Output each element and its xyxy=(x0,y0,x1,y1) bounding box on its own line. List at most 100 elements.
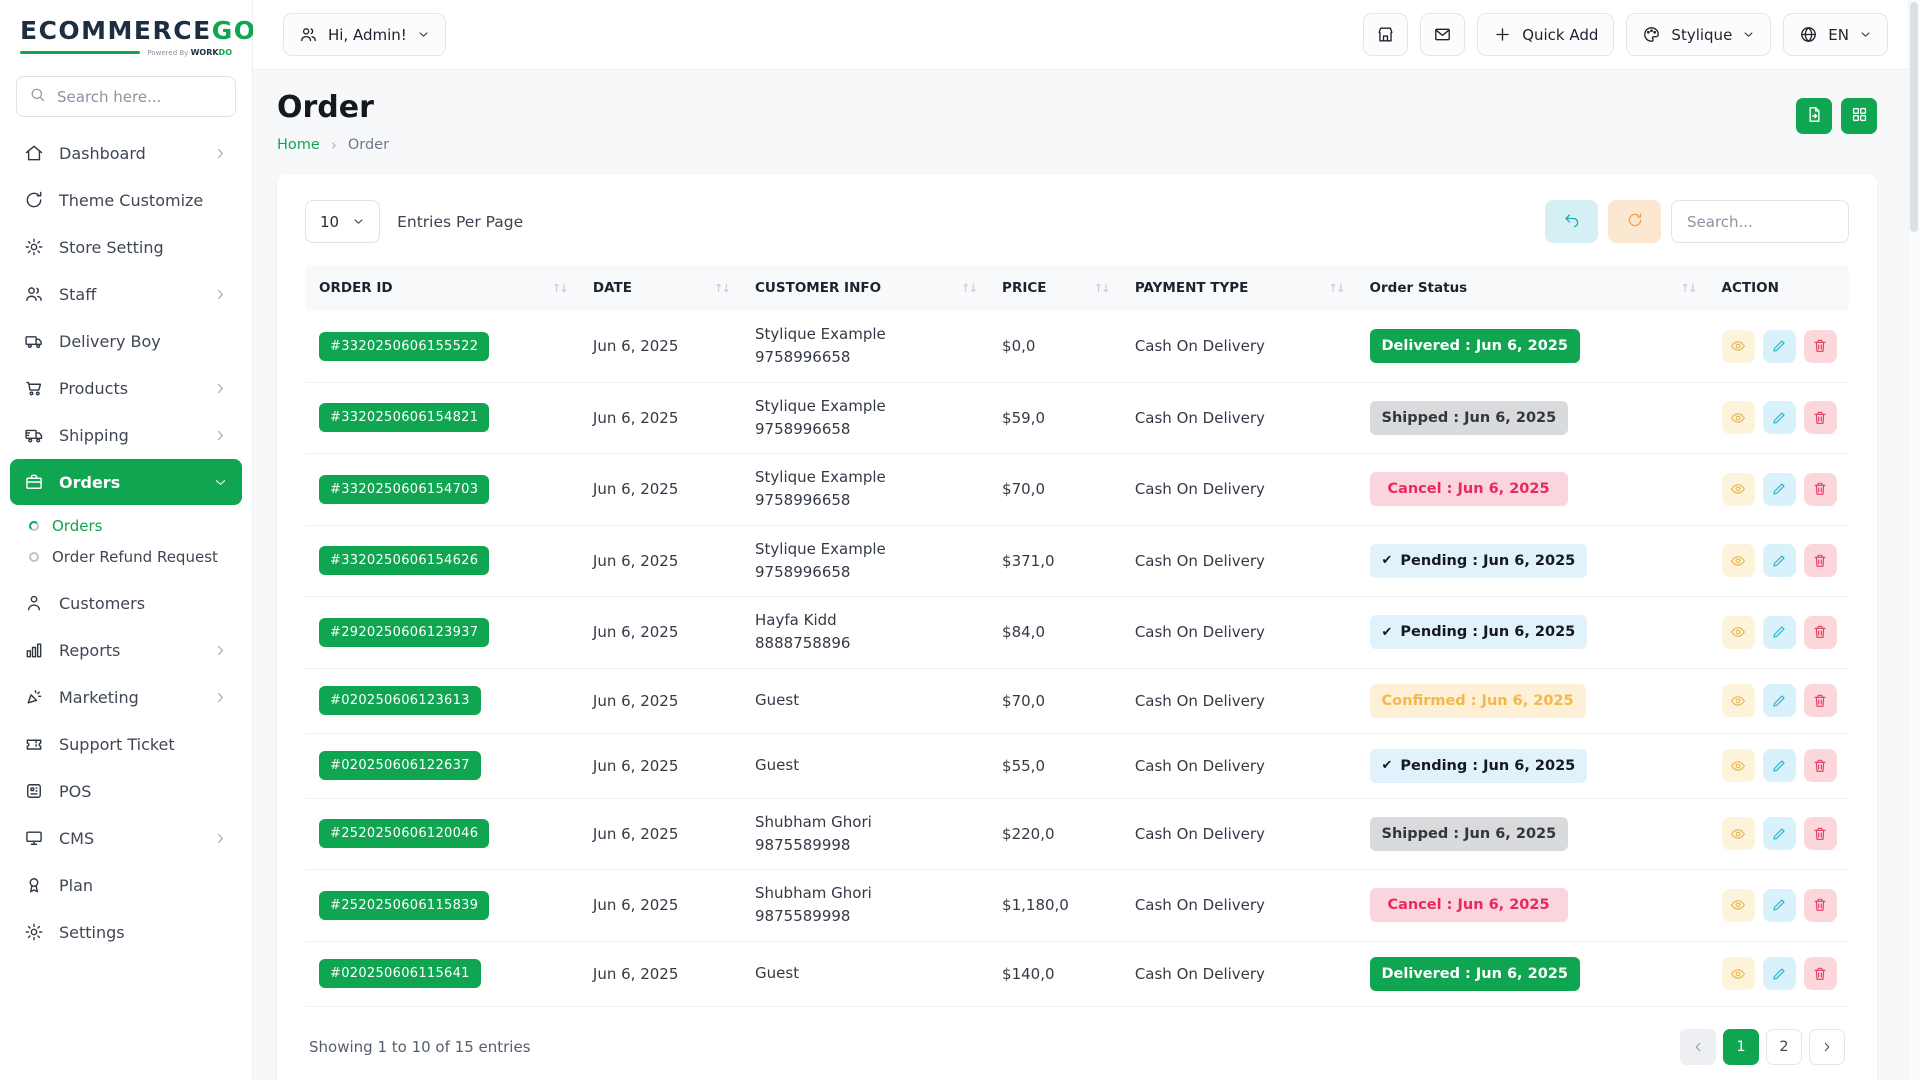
column-header-order-status[interactable]: Order Status ↑↓ xyxy=(1359,265,1712,311)
sidebar-item-settings[interactable]: Settings xyxy=(10,909,242,955)
view-order-button[interactable] xyxy=(1721,544,1755,578)
edit-order-button[interactable] xyxy=(1762,684,1796,717)
sidebar-item-staff[interactable]: Staff xyxy=(10,271,242,317)
pagination-page-1[interactable]: 1 xyxy=(1723,1028,1759,1065)
quick-add-button[interactable]: Quick Add xyxy=(1477,13,1615,56)
sidebar-item-orders[interactable]: Orders xyxy=(10,459,242,505)
sidebar-item-label: Delivery Boy xyxy=(59,331,161,351)
sidebar-item-products[interactable]: Products xyxy=(10,365,242,411)
delete-order-button[interactable] xyxy=(1803,684,1837,717)
order-id-badge[interactable]: #3320250606154626 xyxy=(319,546,490,576)
table-row: #3320250606154821 Jun 6, 2025 Stylique E… xyxy=(305,382,1849,454)
scrollbar-track[interactable] xyxy=(1908,0,1920,1080)
sidebar-subitem-order-refund-request[interactable]: Order Refund Request xyxy=(0,541,252,572)
sidebar-item-label: Settings xyxy=(59,922,125,942)
sidebar-item-store-setting[interactable]: Store Setting xyxy=(10,224,242,270)
edit-order-button[interactable] xyxy=(1762,817,1796,851)
sidebar-item-pos[interactable]: POS xyxy=(10,768,242,814)
edit-order-button[interactable] xyxy=(1762,957,1796,990)
sidebar-item-label: Orders xyxy=(59,472,121,492)
sidebar-item-cms[interactable]: CMS xyxy=(10,815,242,861)
order-id-badge[interactable]: #2920250606123937 xyxy=(319,617,490,647)
order-id-badge[interactable]: #3320250606154703 xyxy=(319,474,490,504)
delete-order-button[interactable] xyxy=(1803,472,1837,506)
column-header-payment-type[interactable]: PAYMENT TYPE ↑↓ xyxy=(1124,265,1360,311)
globe-icon xyxy=(1799,25,1818,44)
email-templates-button[interactable] xyxy=(1420,13,1466,56)
pagination-page-2[interactable]: 2 xyxy=(1766,1028,1802,1065)
sidebar-item-customers[interactable]: Customers xyxy=(10,580,242,626)
order-id-badge[interactable]: #020250606122637 xyxy=(319,751,481,780)
sidebar-item-shipping[interactable]: Shipping xyxy=(10,412,242,458)
refresh-button[interactable] xyxy=(1608,200,1661,243)
delete-order-button[interactable] xyxy=(1803,957,1837,990)
sidebar-item-reports[interactable]: Reports xyxy=(10,627,242,673)
entries-per-page-select[interactable]: 10 xyxy=(305,200,381,243)
scrollbar-thumb[interactable] xyxy=(1910,2,1918,232)
grid-icon xyxy=(1850,105,1869,127)
delete-order-button[interactable] xyxy=(1803,544,1837,578)
breadcrumb-home-link[interactable]: Home xyxy=(277,137,320,153)
chevron-right-icon xyxy=(213,381,228,396)
edit-order-button[interactable] xyxy=(1762,749,1796,782)
order-id-badge[interactable]: #020250606115641 xyxy=(319,959,481,988)
column-header-date[interactable]: DATE ↑↓ xyxy=(582,265,746,311)
sidebar-item-delivery-boy[interactable]: Delivery Boy xyxy=(10,318,242,364)
sidebar-item-theme-customize[interactable]: Theme Customize xyxy=(10,177,242,223)
view-order-button[interactable] xyxy=(1721,401,1755,435)
edit-order-button[interactable] xyxy=(1762,401,1796,435)
view-order-button[interactable] xyxy=(1721,749,1755,782)
delete-order-button[interactable] xyxy=(1803,817,1837,851)
view-order-button[interactable] xyxy=(1721,684,1755,717)
user-menu-button[interactable]: Hi, Admin! xyxy=(283,13,446,56)
column-header-customer-info[interactable]: CUSTOMER INFO ↑↓ xyxy=(745,265,993,311)
delete-order-button[interactable] xyxy=(1803,749,1837,782)
edit-order-button[interactable] xyxy=(1762,544,1796,578)
storefront-button[interactable] xyxy=(1363,13,1409,56)
delete-order-button[interactable] xyxy=(1803,888,1837,922)
sidebar-subitem-orders[interactable]: Orders xyxy=(0,510,252,541)
view-order-button[interactable] xyxy=(1721,472,1755,506)
order-id-badge[interactable]: #3320250606154821 xyxy=(319,403,490,433)
sidebar-item-marketing[interactable]: Marketing xyxy=(10,674,242,720)
brand-logo[interactable]: ECOMMERCEGO Powered By WORKDO xyxy=(0,0,255,61)
sort-icon[interactable]: ↑↓ xyxy=(1680,281,1697,295)
order-id-badge[interactable]: #2520250606120046 xyxy=(319,819,490,849)
sort-icon[interactable]: ↑↓ xyxy=(551,281,569,295)
sidebar-item-dashboard[interactable]: Dashboard xyxy=(10,130,242,176)
export-orders-button[interactable] xyxy=(1796,98,1832,134)
view-order-button[interactable] xyxy=(1721,329,1755,363)
edit-order-button[interactable] xyxy=(1762,888,1796,922)
sidebar-search-input[interactable] xyxy=(55,86,223,107)
sort-icon[interactable]: ↑↓ xyxy=(1093,281,1111,295)
view-order-button[interactable] xyxy=(1721,957,1755,990)
delete-order-button[interactable] xyxy=(1803,329,1837,363)
table-search-input[interactable] xyxy=(1671,200,1849,243)
edit-order-button[interactable] xyxy=(1762,615,1796,649)
sort-icon[interactable]: ↑↓ xyxy=(713,281,731,295)
order-id-badge[interactable]: #3320250606155522 xyxy=(319,331,490,361)
order-id-badge[interactable]: #020250606123613 xyxy=(319,686,481,715)
sort-icon[interactable]: ↑↓ xyxy=(960,281,978,295)
sidebar-item-plan[interactable]: Plan xyxy=(10,862,242,908)
reset-filter-button[interactable] xyxy=(1545,200,1598,243)
pagination-prev-button[interactable] xyxy=(1680,1028,1716,1065)
customer-name: Stylique Example xyxy=(755,325,886,343)
delete-order-button[interactable] xyxy=(1803,615,1837,649)
edit-order-button[interactable] xyxy=(1762,329,1796,363)
column-header-price[interactable]: PRICE ↑↓ xyxy=(992,265,1125,311)
grid-view-button[interactable] xyxy=(1841,98,1877,134)
order-id-badge[interactable]: #2520250606115839 xyxy=(319,890,490,920)
theme-selector-button[interactable]: Stylique xyxy=(1626,13,1772,56)
view-order-button[interactable] xyxy=(1721,817,1755,851)
sort-icon[interactable]: ↑↓ xyxy=(1328,281,1345,295)
pagination-next-button[interactable] xyxy=(1809,1028,1845,1065)
language-selector-button[interactable]: EN xyxy=(1783,13,1888,56)
view-order-button[interactable] xyxy=(1721,615,1755,649)
edit-order-button[interactable] xyxy=(1762,472,1796,506)
view-order-button[interactable] xyxy=(1721,888,1755,922)
row-actions xyxy=(1721,817,1839,851)
sidebar-item-support-ticket[interactable]: Support Ticket xyxy=(10,721,242,767)
delete-order-button[interactable] xyxy=(1803,401,1837,435)
column-header-order-id[interactable]: ORDER ID ↑↓ xyxy=(305,265,583,311)
